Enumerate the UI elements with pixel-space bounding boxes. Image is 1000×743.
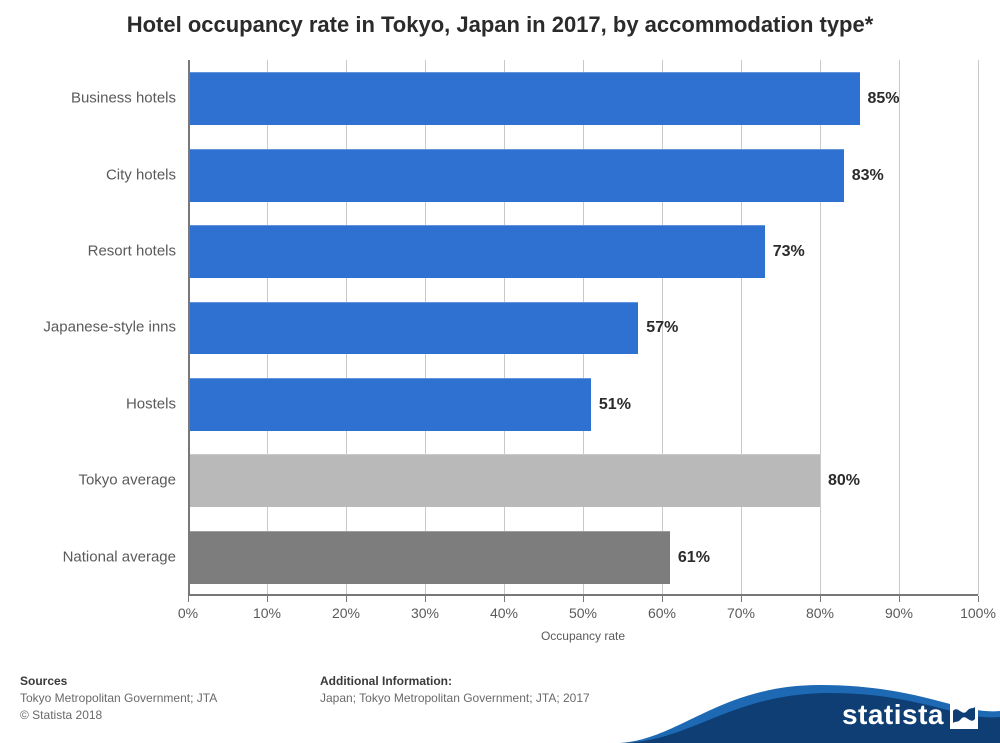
additional-info-line: Japan; Tokyo Metropolitan Government; JT… — [320, 690, 590, 707]
x-tick — [504, 596, 505, 602]
category-label: Tokyo average — [78, 472, 176, 489]
bar-value-label: 73% — [773, 243, 805, 261]
x-axis-title: Occupancy rate — [541, 629, 625, 643]
bar: 85% — [188, 72, 860, 125]
bar: 61% — [188, 531, 670, 584]
additional-info-block: Additional Information: Japan; Tokyo Met… — [320, 673, 590, 707]
plot-area: Occupancy rate 0%10%20%30%40%50%60%70%80… — [188, 60, 978, 595]
x-tick — [899, 596, 900, 602]
x-tick-label: 20% — [332, 605, 360, 621]
bar: 51% — [188, 378, 591, 431]
bar-row: 57%Japanese-style inns — [188, 302, 978, 354]
x-tick — [583, 596, 584, 602]
x-tick — [188, 596, 189, 602]
x-tick — [662, 596, 663, 602]
category-label: Business hotels — [71, 90, 176, 107]
x-tick — [978, 596, 979, 602]
x-tick — [346, 596, 347, 602]
bar-value-label: 57% — [646, 319, 678, 337]
x-tick-label: 60% — [648, 605, 676, 621]
x-tick-label: 70% — [727, 605, 755, 621]
statista-logo-icon — [950, 701, 978, 729]
bar-row: 80%Tokyo average — [188, 454, 978, 506]
x-tick-label: 90% — [885, 605, 913, 621]
additional-info-heading: Additional Information: — [320, 673, 590, 690]
x-axis-line — [188, 594, 978, 596]
sources-block: Sources Tokyo Metropolitan Government; J… — [20, 673, 217, 723]
bar-value-label: 83% — [852, 167, 884, 185]
x-tick-label: 100% — [960, 605, 996, 621]
bar: 57% — [188, 302, 638, 355]
bar: 80% — [188, 454, 820, 507]
x-tick-label: 80% — [806, 605, 834, 621]
category-label: City hotels — [106, 166, 176, 183]
x-tick-label: 0% — [178, 605, 198, 621]
bar-value-label: 80% — [828, 472, 860, 490]
category-label: Hostels — [126, 395, 176, 412]
x-tick-label: 40% — [490, 605, 518, 621]
gridline — [978, 60, 979, 595]
chart-title: Hotel occupancy rate in Tokyo, Japan in … — [0, 12, 1000, 38]
statista-logo-text: statista — [842, 699, 944, 731]
x-tick — [820, 596, 821, 602]
sources-line: Tokyo Metropolitan Government; JTA — [20, 690, 217, 707]
y-axis-line — [188, 60, 190, 595]
category-label: Japanese-style inns — [43, 319, 176, 336]
x-tick-label: 30% — [411, 605, 439, 621]
footer: Sources Tokyo Metropolitan Government; J… — [0, 665, 1000, 743]
category-label: National average — [63, 548, 176, 565]
bar-row: 73%Resort hotels — [188, 225, 978, 277]
bar-value-label: 61% — [678, 549, 710, 567]
copyright: © Statista 2018 — [20, 707, 217, 724]
x-tick-label: 10% — [253, 605, 281, 621]
category-label: Resort hotels — [88, 243, 176, 260]
statista-logo: statista — [842, 699, 978, 731]
bar: 83% — [188, 149, 844, 202]
bar-value-label: 85% — [868, 90, 900, 108]
x-tick — [425, 596, 426, 602]
bar-row: 83%City hotels — [188, 149, 978, 201]
x-tick — [741, 596, 742, 602]
sources-heading: Sources — [20, 673, 217, 690]
bar: 73% — [188, 225, 765, 278]
chart-container: Hotel occupancy rate in Tokyo, Japan in … — [0, 0, 1000, 743]
x-tick — [267, 596, 268, 602]
bar-row: 85%Business hotels — [188, 72, 978, 124]
bar-value-label: 51% — [599, 396, 631, 414]
bar-row: 61%National average — [188, 531, 978, 583]
bar-row: 51%Hostels — [188, 378, 978, 430]
x-tick-label: 50% — [569, 605, 597, 621]
